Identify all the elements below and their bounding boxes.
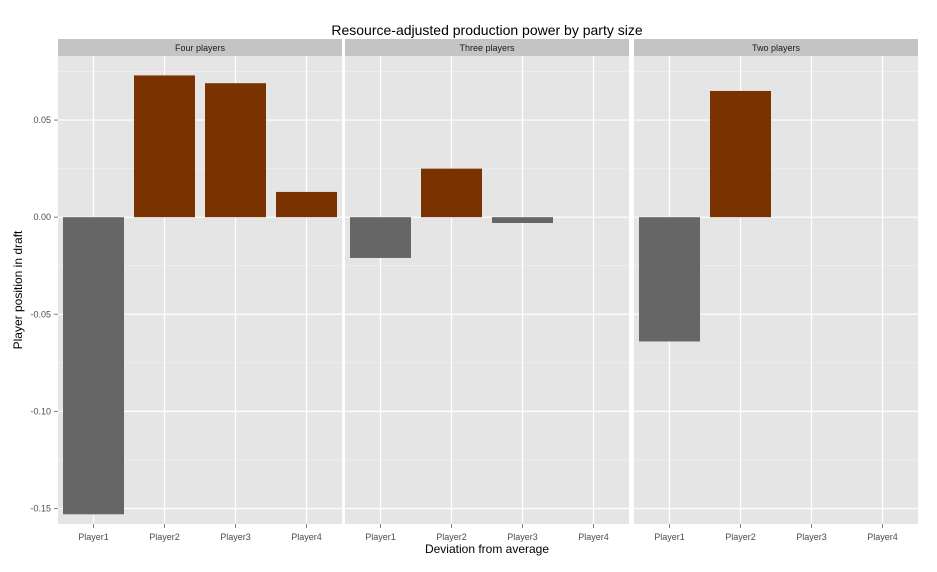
x-tick-label: Player4 — [867, 532, 898, 542]
facet-label: Four players — [175, 43, 226, 53]
bar — [134, 75, 195, 218]
x-tick-label: Player2 — [725, 532, 756, 542]
facet-panels: Four players Player1 Player2 Player3 Player4… — [58, 39, 918, 542]
bar — [276, 191, 337, 218]
y-tick-label: -0.15 — [30, 503, 51, 513]
y-axis: 0.05 0.00 -0.05 -0.10 -0.15 — [30, 115, 58, 513]
facet-strip — [345, 39, 629, 56]
y-tick-label: 0.05 — [33, 115, 51, 125]
x-tick-label: Player2 — [436, 532, 467, 542]
y-axis-title: Player position in draft — [11, 230, 25, 349]
bar — [63, 217, 124, 515]
y-tick-label: -0.10 — [30, 406, 51, 416]
facet-panel: Three players Player1 Player2 Player3 Player… — [345, 39, 629, 542]
y-tick-label: -0.05 — [30, 309, 51, 319]
x-axis-title: Deviation from average — [425, 542, 549, 556]
chart-title: Resource-adjusted production power by pa… — [331, 22, 642, 38]
x-tick-label: Player2 — [149, 532, 180, 542]
y-tick-label: 0.00 — [33, 212, 51, 222]
x-tick-label: Player1 — [654, 532, 685, 542]
facet-label: Three players — [459, 43, 515, 53]
bar — [492, 217, 553, 224]
bar — [639, 217, 700, 342]
panel-background — [345, 56, 629, 524]
facet-strip — [634, 39, 918, 56]
x-tick-label: Player3 — [220, 532, 251, 542]
bar — [205, 83, 266, 218]
x-tick-label: Player3 — [796, 532, 827, 542]
bar — [710, 90, 771, 218]
bar — [350, 217, 411, 258]
x-tick-label: Player1 — [78, 532, 109, 542]
bar — [421, 168, 482, 218]
x-tick-label: Player4 — [291, 532, 322, 542]
facet-panel: Four players Player1 Player2 Player3 Player4 — [58, 39, 342, 542]
x-tick-label: Player3 — [507, 532, 538, 542]
facet-panel: Two players Player1 Player2 Player3 Player4 — [634, 39, 918, 542]
facet-label: Two players — [752, 43, 801, 53]
x-tick-label: Player4 — [578, 532, 609, 542]
facet-strip — [58, 39, 342, 56]
x-tick-label: Player1 — [365, 532, 396, 542]
